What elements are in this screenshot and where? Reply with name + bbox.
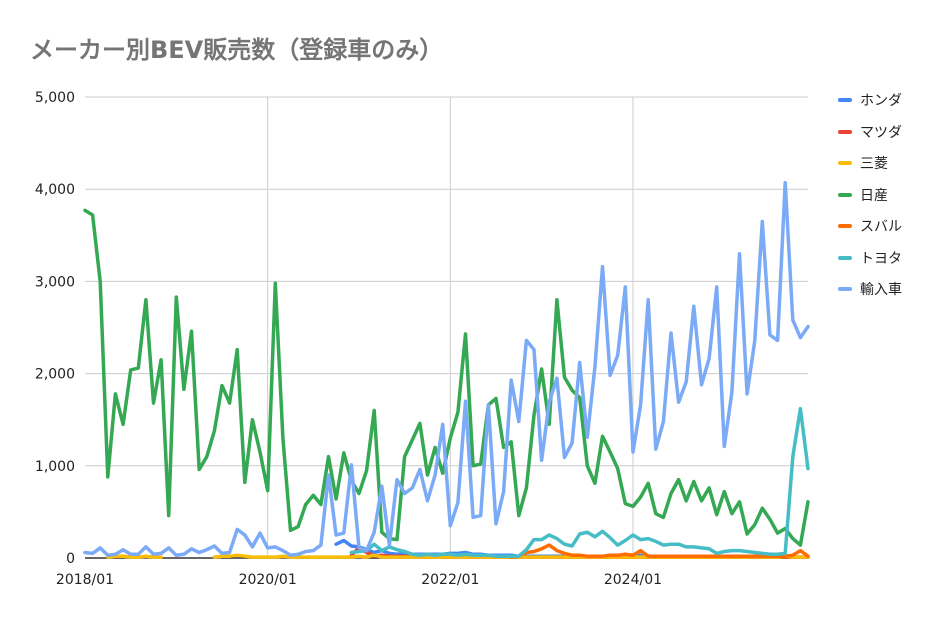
legend-item: ホンダ [838, 90, 902, 110]
legend-item: トヨタ [838, 248, 902, 268]
y-tick-label: 3,000 [35, 274, 75, 290]
x-tick-label: 2020/01 [239, 572, 297, 588]
chart-title: メーカー別BEV販売数（登録車のみ） [30, 36, 444, 64]
legend-label: 輸入車 [860, 282, 902, 298]
legend-item: スバル [838, 216, 902, 236]
legend-label: トヨタ [860, 250, 902, 267]
legend-item: マツダ [838, 122, 902, 142]
legend-swatch [838, 224, 852, 228]
legend-swatch [838, 161, 852, 165]
legend-label: スバル [860, 219, 902, 235]
y-tick-label: 5,000 [35, 90, 75, 106]
x-tick-label: 2024/01 [604, 572, 662, 588]
series-line-5 [349, 406, 810, 558]
series-line-4 [509, 543, 810, 559]
legend-swatch [838, 287, 852, 291]
legend-item: 三菱 [838, 153, 888, 173]
y-tick-label: 4,000 [35, 182, 75, 198]
legend-swatch [838, 255, 852, 260]
y-tick-label: 1,000 [35, 459, 75, 475]
y-tick-label: 0 [66, 551, 75, 567]
legend-label: マツダ [860, 124, 902, 141]
legend-swatch [838, 129, 852, 134]
y-tick-label: 2,000 [35, 367, 75, 383]
x-tick-label: 2022/01 [421, 572, 479, 588]
legend-swatch [838, 98, 852, 102]
legend-swatch [838, 192, 852, 197]
series-line-2 [106, 554, 163, 559]
legend-label: 三菱 [860, 156, 888, 172]
series-line-6 [83, 180, 810, 557]
x-tick-label: 2018/01 [56, 572, 114, 588]
legend-label: ホンダ [860, 93, 902, 109]
legend-item: 輸入車 [838, 279, 902, 299]
legend-item: 日産 [838, 185, 888, 205]
legend-label: 日産 [860, 187, 888, 204]
